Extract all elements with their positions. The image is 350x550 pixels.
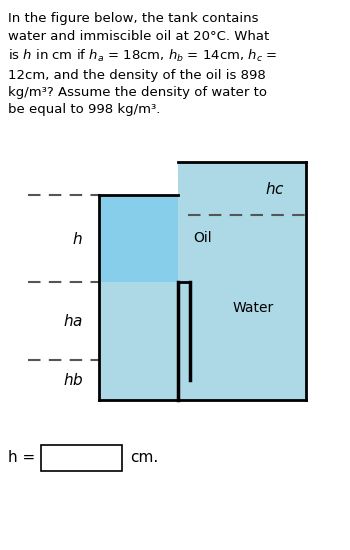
Text: Water: Water <box>232 300 273 315</box>
Text: h =: h = <box>8 450 35 465</box>
Text: cm.: cm. <box>130 450 159 465</box>
FancyBboxPatch shape <box>42 445 122 471</box>
Bar <box>99 282 178 400</box>
Text: In the figure below, the tank contains
water and immiscible oil at 20°C. What
is: In the figure below, the tank contains w… <box>8 12 277 117</box>
Text: $hb$: $hb$ <box>63 372 83 388</box>
Bar <box>178 162 306 400</box>
Text: $h$: $h$ <box>72 230 82 246</box>
Text: Oil: Oil <box>194 232 212 245</box>
Bar <box>99 195 178 282</box>
Text: $ha$: $ha$ <box>63 313 83 329</box>
Text: $hc$: $hc$ <box>265 180 285 196</box>
